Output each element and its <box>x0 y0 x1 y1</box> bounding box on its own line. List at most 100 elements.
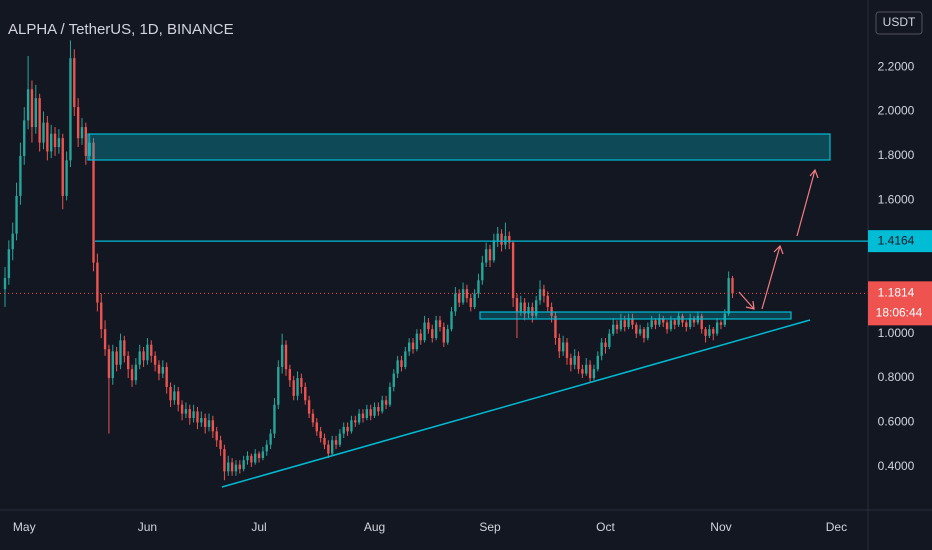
candle-body <box>69 58 72 161</box>
y-tick-label: 0.4000 <box>878 459 915 473</box>
candle-body <box>685 322 688 327</box>
candle-body <box>708 329 711 336</box>
candle-body <box>153 355 157 365</box>
candle-body <box>30 89 34 128</box>
candle-body <box>627 318 630 327</box>
candle-body <box>96 262 99 303</box>
candle-body <box>88 142 91 156</box>
candle-body <box>427 322 430 330</box>
candle-body <box>577 355 580 370</box>
candle-body <box>488 249 492 261</box>
projection-arrows <box>738 168 819 310</box>
candle-body <box>662 318 665 323</box>
candle-body <box>73 58 76 108</box>
candle-body <box>7 249 11 279</box>
plot-area <box>0 40 868 481</box>
candle-body <box>481 262 484 281</box>
x-tick-label: Dec <box>826 520 847 534</box>
last-price-badge <box>868 281 932 326</box>
level-badge <box>868 230 932 253</box>
candle-body <box>292 380 295 396</box>
candle-body <box>3 278 7 290</box>
supply-zone <box>87 133 831 161</box>
candle-body <box>234 464 238 472</box>
candle-body <box>23 120 26 156</box>
candle-body <box>542 289 546 296</box>
candle-body <box>569 358 573 365</box>
candle-body <box>538 289 542 301</box>
candle-body <box>65 160 68 196</box>
candle-body <box>304 386 307 401</box>
candle-body <box>115 351 118 365</box>
candle-body <box>700 315 703 330</box>
candle-body <box>173 391 176 401</box>
candle-body <box>150 344 153 356</box>
candle-body <box>546 295 549 307</box>
candle-body <box>469 298 472 307</box>
candle-body <box>215 431 218 441</box>
arrow-head <box>773 244 784 255</box>
candle-body <box>535 300 538 316</box>
candle-body <box>350 420 353 432</box>
x-tick-label: Jun <box>138 520 157 534</box>
candle-body <box>80 127 84 139</box>
candle-body <box>496 233 499 241</box>
candle-body <box>396 360 399 374</box>
arrow-head <box>745 300 755 310</box>
x-tick-label: Oct <box>596 520 615 534</box>
candle-body <box>50 133 53 152</box>
candle-body <box>688 318 692 327</box>
candle-body <box>219 440 222 450</box>
candle-body <box>100 302 103 330</box>
candle-body <box>107 349 111 379</box>
candle-body <box>338 433 342 445</box>
candle-body <box>727 278 730 314</box>
candle-body <box>254 453 257 463</box>
candle-body <box>615 324 619 330</box>
candle-body <box>692 318 696 323</box>
candle-body <box>280 344 284 367</box>
candle-body <box>323 438 326 445</box>
currency-badge[interactable] <box>875 11 923 35</box>
candle-body <box>484 249 488 263</box>
candle-body <box>415 333 419 350</box>
candle-body <box>508 235 511 243</box>
candle-body <box>211 420 215 432</box>
candle-body <box>161 366 165 374</box>
candle-body <box>561 342 565 352</box>
level-label: 1.4164 <box>878 233 915 247</box>
candle-body <box>134 364 138 381</box>
candle-body <box>565 342 569 359</box>
candle-body <box>384 400 388 405</box>
arrow-head <box>809 168 819 179</box>
countdown-label: 18:06:44 <box>876 306 923 320</box>
candle-body <box>515 298 519 312</box>
candle-body <box>180 404 184 414</box>
x-tick-label: Sep <box>479 520 501 534</box>
candle-body <box>673 320 676 325</box>
candle-body <box>346 426 349 432</box>
candle-body <box>261 451 265 459</box>
candle-body <box>15 195 18 234</box>
candle-body <box>157 364 161 374</box>
x-tick-label: Nov <box>710 520 731 534</box>
candle-body <box>138 351 141 365</box>
candle-body <box>619 320 623 330</box>
axes: 0.40000.60000.80001.00001.20001.40001.60… <box>13 59 932 534</box>
candle-body <box>392 373 395 387</box>
x-tick-label: Aug <box>364 520 385 534</box>
support-zone <box>479 311 792 320</box>
candle-body <box>330 440 334 454</box>
candle-body <box>11 233 14 250</box>
candle-body <box>57 138 61 148</box>
candle-body <box>76 107 80 139</box>
candle-body <box>407 342 411 352</box>
candle-body <box>123 340 126 356</box>
candle-body <box>500 233 503 245</box>
candle-body <box>19 155 22 196</box>
candle-body <box>200 418 203 423</box>
candle-body <box>712 329 715 334</box>
candle-body <box>92 142 95 263</box>
arrow <box>738 291 755 310</box>
candle-body <box>442 326 446 343</box>
